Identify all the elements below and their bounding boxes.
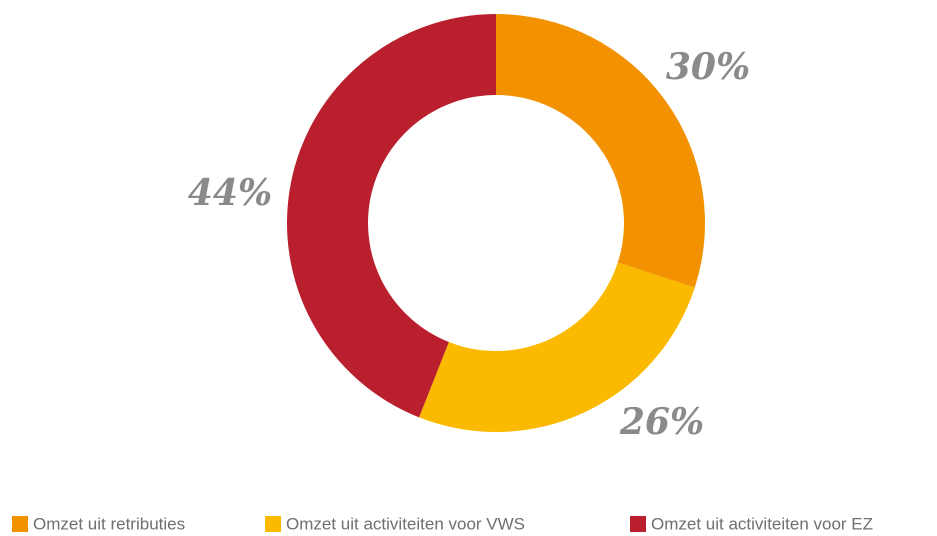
- slice: [496, 14, 705, 288]
- value-label: 30%: [666, 46, 750, 88]
- legend-label: Omzet uit retributies: [33, 514, 185, 533]
- value-label: 44%: [188, 172, 272, 214]
- legend-label: Omzet uit activiteiten voor VWS: [286, 514, 525, 533]
- value-label: 26%: [619, 401, 704, 443]
- legend-swatch: [630, 516, 646, 532]
- legend-swatch: [12, 516, 28, 532]
- legend-swatch: [265, 516, 281, 532]
- slice: [286, 14, 496, 418]
- legend-label: Omzet uit activiteiten voor EZ: [651, 514, 873, 533]
- slice: [419, 262, 695, 432]
